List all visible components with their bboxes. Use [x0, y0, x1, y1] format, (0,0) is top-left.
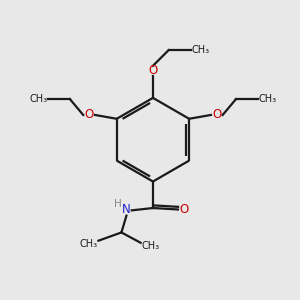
Text: CH₃: CH₃: [259, 94, 277, 104]
Text: O: O: [148, 64, 158, 77]
Text: O: O: [212, 109, 221, 122]
Text: CH₃: CH₃: [142, 241, 160, 251]
Text: CH₃: CH₃: [29, 94, 47, 104]
Text: N: N: [122, 203, 131, 216]
Text: CH₃: CH₃: [191, 45, 209, 55]
Text: O: O: [180, 203, 189, 216]
Text: CH₃: CH₃: [79, 238, 97, 249]
Text: O: O: [85, 109, 94, 122]
Text: H: H: [114, 199, 122, 209]
